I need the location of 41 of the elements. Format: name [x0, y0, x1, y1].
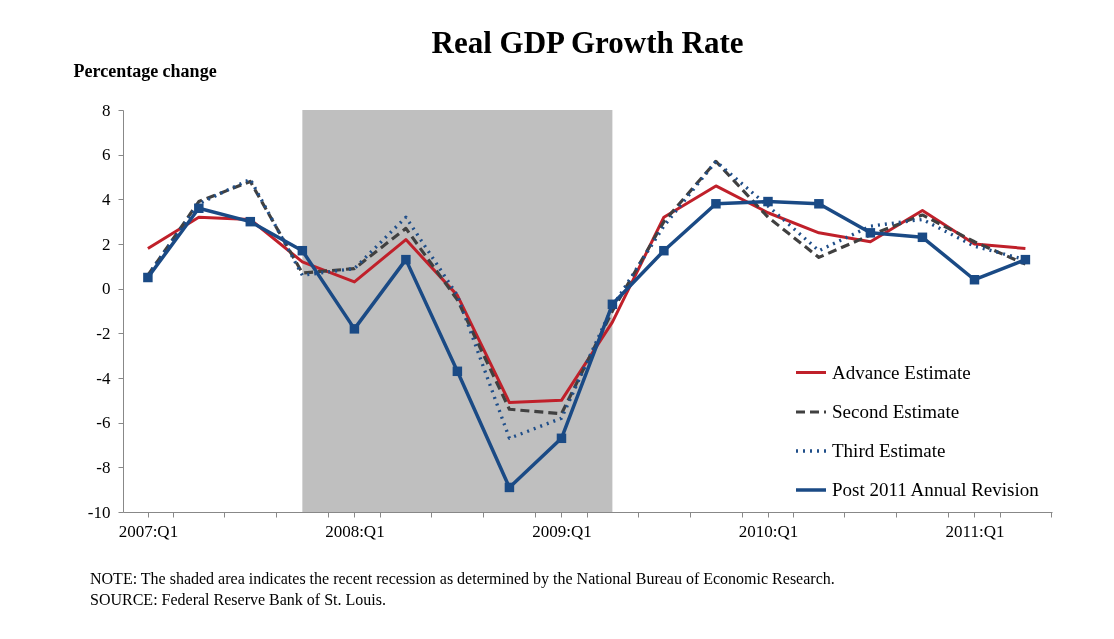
point: [607, 299, 618, 310]
y-axis-title: Percentage change: [73, 60, 217, 81]
x-tick-label: 2009:Q1: [532, 521, 592, 541]
text: NOTE: The shaded area indicates the recent recession as determined by the National Bureau of Economic Research.: [90, 569, 835, 589]
y-tick-label: 2: [102, 234, 111, 254]
point: [917, 232, 928, 243]
point: [659, 245, 669, 256]
y-tick-label: -2: [96, 323, 111, 343]
point: [763, 196, 773, 207]
point: [401, 254, 411, 265]
y-tick-label: 6: [102, 145, 111, 165]
point: [865, 228, 876, 238]
point: [143, 272, 153, 283]
y-tick-label: -8: [96, 457, 111, 477]
legend-label: Second Estimate: [832, 401, 960, 422]
point: [814, 199, 824, 209]
legend-label: Advance Estimate: [832, 361, 971, 383]
point: [245, 216, 256, 227]
legend-label: Third Estimate: [832, 440, 946, 461]
point: [194, 203, 204, 214]
point: [711, 199, 721, 209]
x-tick-label: 2010:Q1: [738, 521, 799, 541]
source-note: SOURCE: Federal Reserve Bank of St. Louis.: [90, 590, 387, 610]
point: [504, 482, 515, 493]
y-tick-label: -6: [96, 413, 111, 433]
point: [452, 366, 463, 377]
chart-title: Real GDP Growth Rate: [431, 25, 744, 60]
point: [297, 245, 308, 256]
y-tick-label: -10: [87, 502, 111, 522]
point: [969, 274, 980, 285]
y-tick-label: 4: [102, 189, 111, 209]
legend-label: Post 2011 Annual Revision: [832, 479, 1040, 500]
x-tick-label: 2008:Q1: [325, 521, 385, 541]
y-tick-label: -4: [96, 368, 111, 388]
point: [556, 433, 567, 444]
y-tick-label: 0: [102, 279, 111, 299]
y-tick-label: 8: [102, 100, 111, 120]
point: [349, 324, 360, 334]
x-tick-label: 2011:Q1: [945, 521, 1005, 541]
x-tick-label: 2007:Q1: [118, 521, 179, 541]
point: [1020, 254, 1031, 265]
